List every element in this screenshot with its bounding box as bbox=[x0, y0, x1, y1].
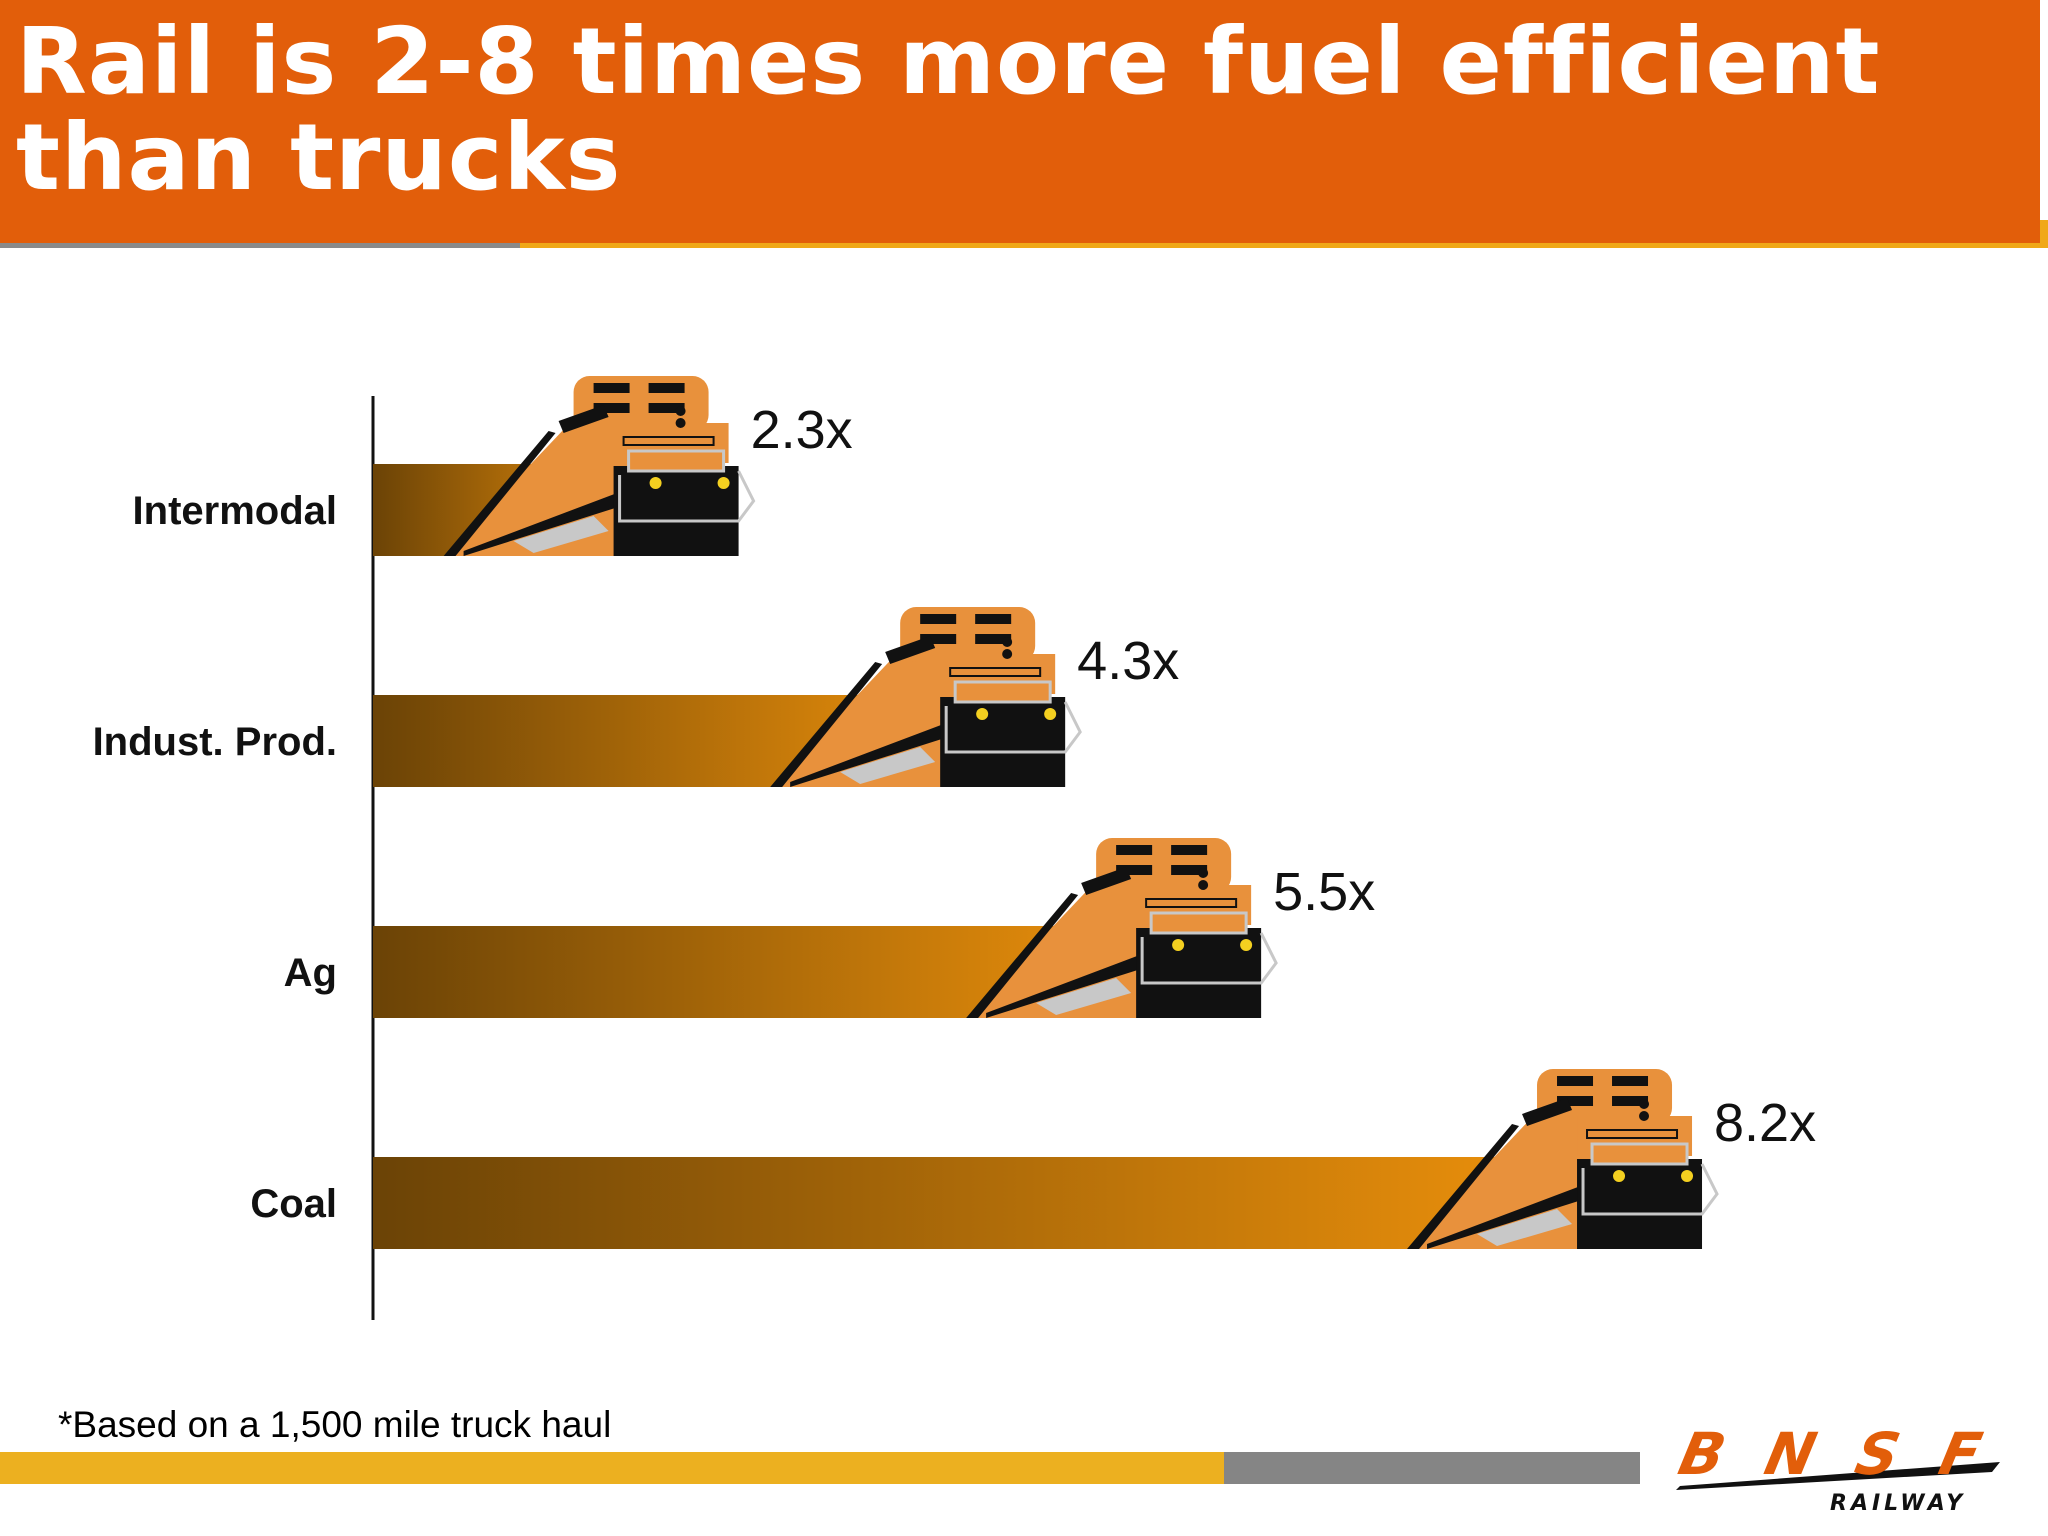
footer-bar-gray bbox=[1224, 1452, 1640, 1484]
footer-bar-gold bbox=[0, 1452, 1224, 1484]
category-label: Ag bbox=[284, 951, 337, 995]
fuel-efficiency-chart: Intermodal 2.3x Indust. Prod. 4.3x Ag 5.5x Coa… bbox=[93, 374, 1816, 1320]
value-label: 5.5x bbox=[1273, 862, 1375, 922]
value-label: 4.3x bbox=[1077, 631, 1179, 691]
page-title: Rail is 2-8 times more fuel efficient th… bbox=[16, 8, 1881, 211]
header-rule-gray bbox=[0, 243, 520, 248]
title-banner: Rail is 2-8 times more fuel efficient th… bbox=[0, 0, 2040, 246]
value-label: 2.3x bbox=[751, 400, 853, 460]
category-label: Intermodal bbox=[133, 489, 337, 533]
bnsf-logo: BNSF RAILWAY bbox=[1673, 1421, 2000, 1516]
logo-swoosh bbox=[1676, 1462, 2000, 1490]
category-label: Coal bbox=[250, 1182, 337, 1226]
header-rule-gold bbox=[520, 243, 2048, 248]
category-label: Indust. Prod. bbox=[93, 720, 337, 764]
value-label: 8.2x bbox=[1714, 1093, 1816, 1153]
header-edge-accent bbox=[2040, 220, 2048, 248]
logo-subtitle: RAILWAY bbox=[1830, 1491, 1966, 1516]
footnote: *Based on a 1,500 mile truck haul bbox=[58, 1404, 612, 1445]
